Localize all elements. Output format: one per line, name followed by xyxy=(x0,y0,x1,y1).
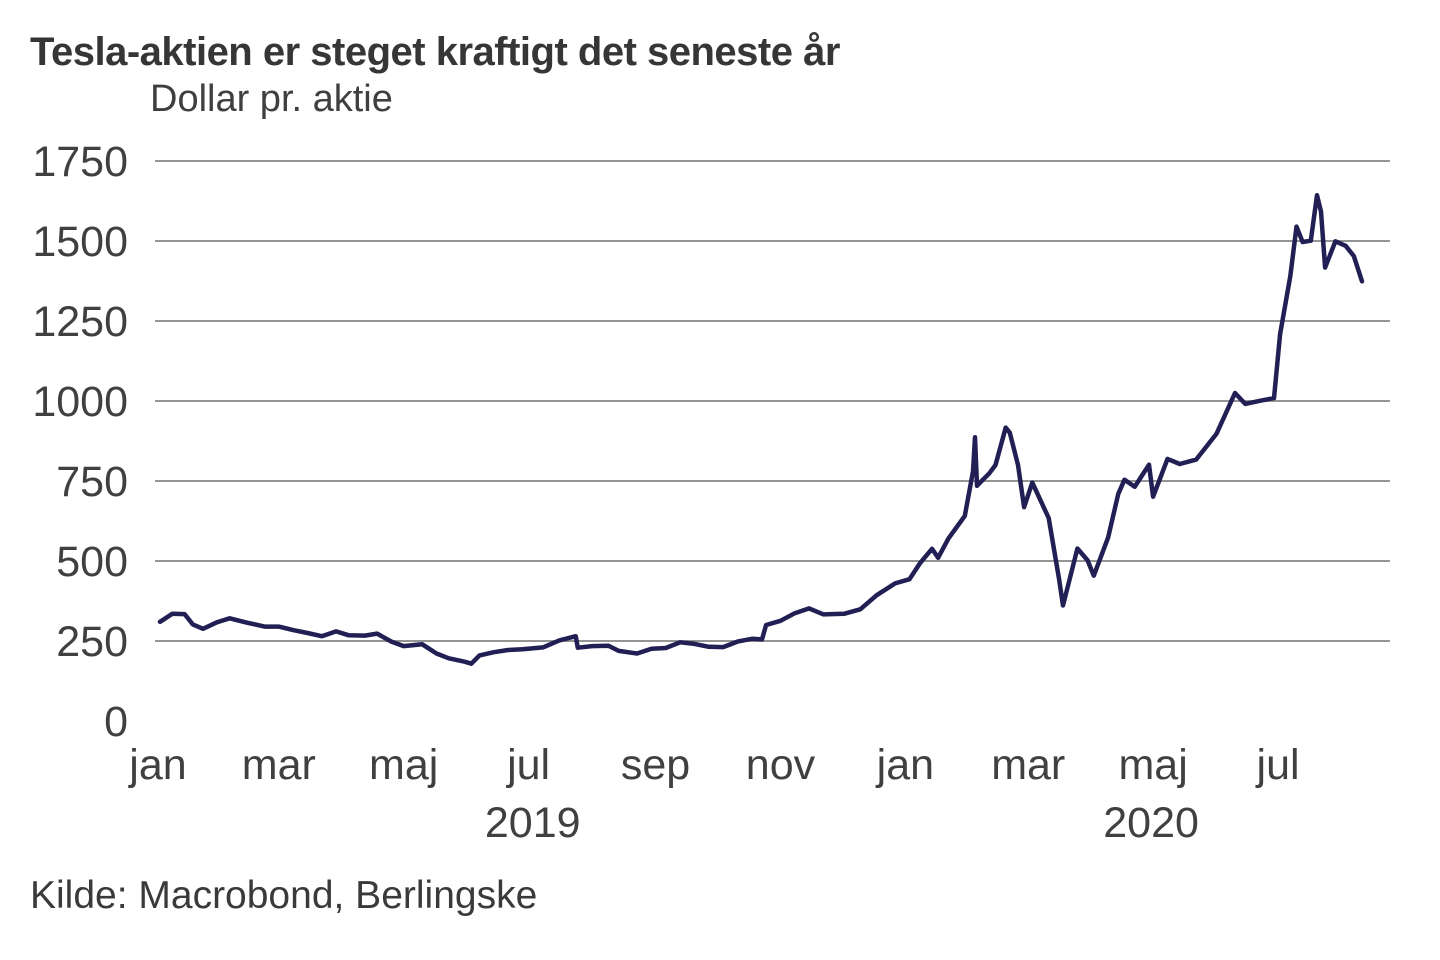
x-axis-tick-label: jan xyxy=(876,741,935,789)
y-axis-unit-label: Dollar pr. aktie xyxy=(150,78,393,120)
y-axis-tick-label: 1000 xyxy=(32,377,128,426)
year-label: 2020 xyxy=(1103,799,1199,847)
x-axis-tick-label: jul xyxy=(1256,741,1300,789)
x-axis-tick-label: jul xyxy=(507,741,551,789)
chart-title: Tesla-aktien er steget kraftigt det sene… xyxy=(30,30,840,74)
y-axis-tick-label: 250 xyxy=(56,617,128,666)
y-axis-tick-label: 750 xyxy=(56,457,128,506)
x-axis-tick-label: maj xyxy=(1118,741,1188,789)
tesla-price-line xyxy=(157,192,1365,666)
year-label: 2019 xyxy=(484,799,581,847)
x-axis-tick-label: jan xyxy=(129,741,187,789)
x-axis-tick-label: mar xyxy=(991,741,1066,789)
y-axis-tick-label: 1500 xyxy=(32,217,128,266)
x-axis-tick-label: nov xyxy=(745,741,816,789)
y-axis-tick-label: 1250 xyxy=(32,297,128,346)
y-axis-tick-label: 1750 xyxy=(32,137,128,186)
y-axis-tick-label: 500 xyxy=(56,537,128,586)
x-axis-tick-label: sep xyxy=(620,741,691,789)
source-note: Kilde: Macrobond, Berlingske xyxy=(30,874,538,917)
x-axis-tick-label: mar xyxy=(241,741,316,789)
y-axis-tick-label: 0 xyxy=(104,697,128,746)
x-axis-tick-label: maj xyxy=(369,741,439,789)
